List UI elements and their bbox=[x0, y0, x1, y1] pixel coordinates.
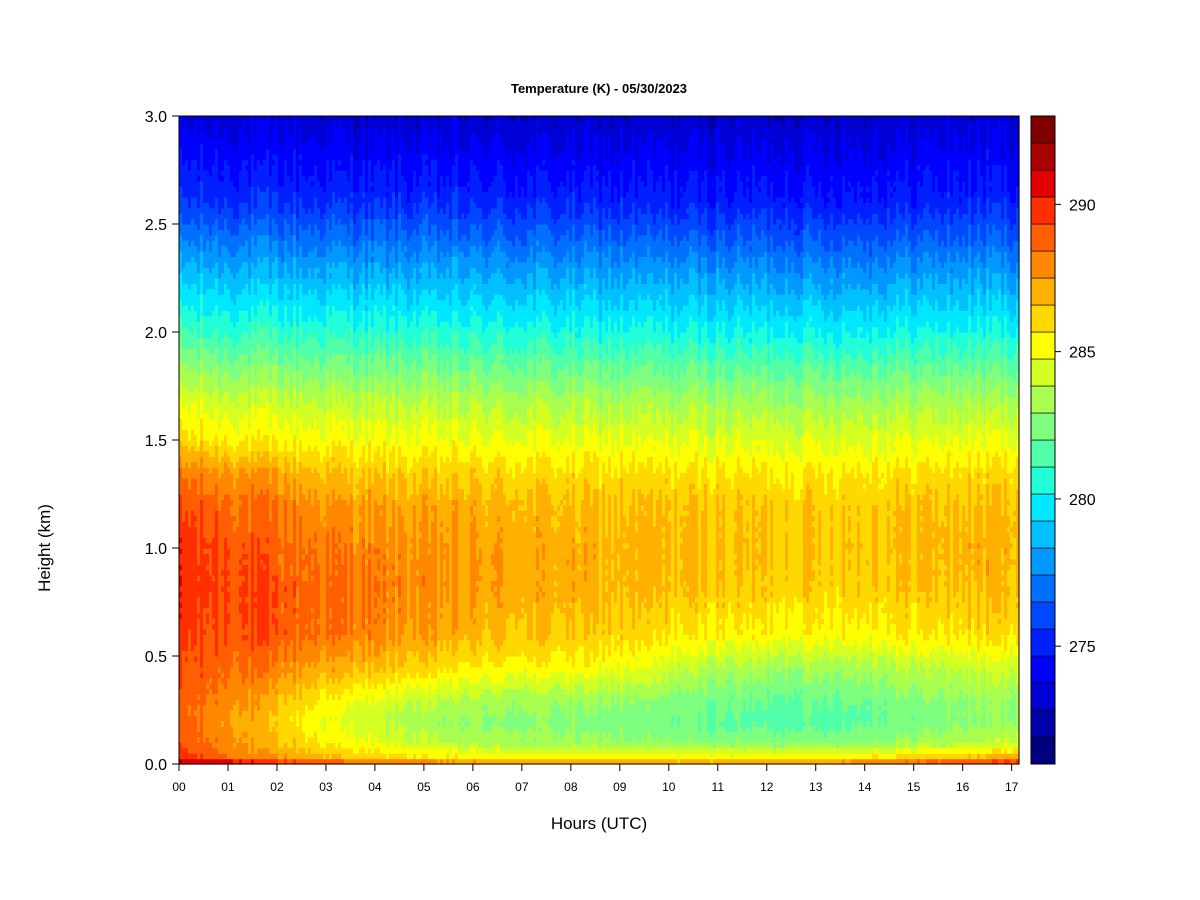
plot-area bbox=[179, 116, 1020, 765]
temperature-chart: Temperature (K) - 05/30/2023 0.00.51.01.… bbox=[0, 0, 1200, 900]
chart-title: Temperature (K) - 05/30/2023 bbox=[511, 81, 687, 96]
heatmap-cells bbox=[179, 116, 1020, 765]
